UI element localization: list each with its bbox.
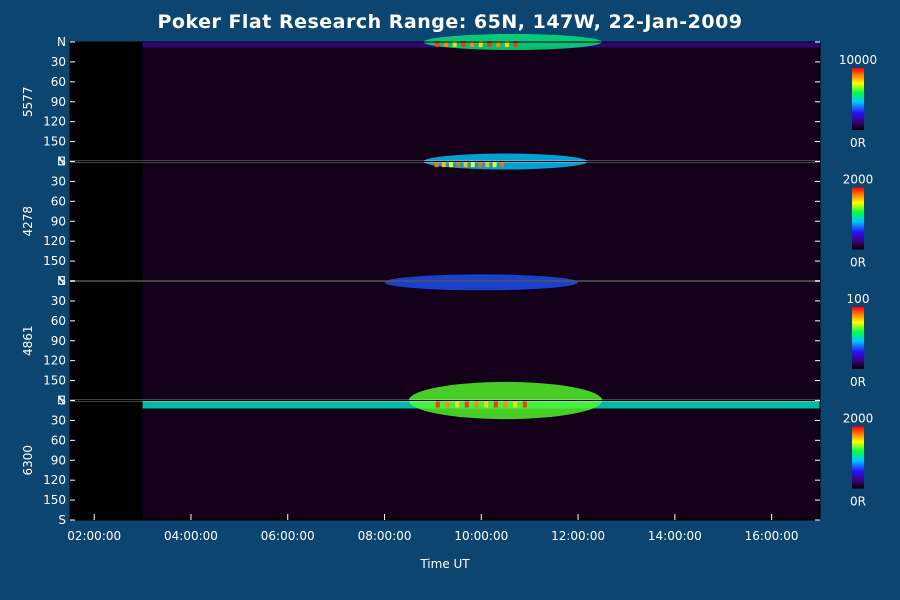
colorbar <box>852 187 864 250</box>
emission-spot <box>455 401 460 408</box>
y-tick-label: S <box>58 394 66 408</box>
emission-spot <box>484 401 489 408</box>
y-tick-label: 60 <box>51 433 66 447</box>
y-tick-label: 90 <box>51 214 66 228</box>
y-tick-label: 150 <box>43 135 66 149</box>
y-tick-label: 60 <box>51 75 66 89</box>
y-tick-label: 150 <box>43 493 66 507</box>
y-tick-label: 120 <box>43 473 66 487</box>
y-tick-label: 150 <box>43 254 66 268</box>
colorbar <box>852 68 864 130</box>
emission-spot <box>435 401 440 408</box>
y-tick-label: N <box>57 274 66 288</box>
emission-spot <box>461 40 466 47</box>
y-axis-label: 4861 <box>21 325 35 356</box>
panel-4861: N 30 60 90 120 150 S 4861 100 0R <box>21 274 869 408</box>
emission-spot <box>435 40 440 47</box>
y-axis-label: 5577 <box>21 86 35 117</box>
emission-spot <box>513 40 518 47</box>
x-tick-label: 10:00:00 <box>454 529 508 543</box>
x-tick-label: 12:00:00 <box>551 529 605 543</box>
emission-spot <box>496 40 501 47</box>
y-tick-label: S <box>58 274 66 288</box>
y-tick-label: 90 <box>51 453 66 467</box>
emission-spot <box>478 161 483 168</box>
data-area <box>142 42 821 162</box>
x-axis: 02:00:00 04:00:00 06:00:00 08:00:00 10:00:00… <box>67 514 799 543</box>
y-tick-label: N <box>57 35 66 49</box>
y-axis-label: 6300 <box>21 445 35 476</box>
colorbar-min-label: 0R <box>850 136 866 150</box>
colorbar-min-label: 0R <box>850 375 866 389</box>
y-tick-label: 60 <box>51 314 66 328</box>
y-tick-label: 30 <box>51 55 66 69</box>
emission-spot <box>474 401 479 408</box>
chart-title: Poker Flat Research Range: 65N, 147W, 22… <box>157 11 742 33</box>
y-tick-label: 90 <box>51 334 66 348</box>
y-tick-label: 90 <box>51 95 66 109</box>
emission-spot <box>470 40 475 47</box>
data-area <box>142 281 821 401</box>
emission-spot <box>441 161 446 168</box>
colorbar-max-label: 2000 <box>843 412 874 426</box>
x-tick-label: 14:00:00 <box>648 529 702 543</box>
emission-spot <box>470 161 475 168</box>
y-tick-label: 60 <box>51 194 66 208</box>
y-tick-label: 120 <box>43 115 66 129</box>
colorbar <box>852 426 864 489</box>
x-axis-label: Time UT <box>419 557 470 571</box>
emission-spot <box>504 40 509 47</box>
emission-spot <box>485 161 490 168</box>
y-tick-label: 30 <box>51 174 66 188</box>
emission-spot <box>493 401 498 408</box>
x-tick-label: 04:00:00 <box>164 529 218 543</box>
emission-spot <box>503 401 508 408</box>
x-tick-label: 16:00:00 <box>745 529 799 543</box>
colorbar-max-label: 100 <box>847 292 870 306</box>
colorbar <box>852 307 864 369</box>
colorbar-max-label: 2000 <box>843 173 874 187</box>
panel-6300: N 30 60 90 120 150 S 6300 2000 0R <box>21 381 874 527</box>
emission-spot <box>463 161 468 168</box>
data-area <box>142 400 821 520</box>
y-tick-label: 120 <box>43 234 66 248</box>
panel-5577: N 30 60 90 120 150 S 5577 10000 0R <box>21 34 877 169</box>
x-tick-label: 08:00:00 <box>358 529 412 543</box>
colorbar-min-label: 0R <box>850 495 866 509</box>
y-axis-label: 4278 <box>21 206 35 237</box>
x-tick-label: 06:00:00 <box>261 529 315 543</box>
emission-spot <box>478 40 483 47</box>
panels: N 30 60 90 120 150 S 5577 10000 0R N 30 60 90 120 150 S 4… <box>21 34 877 527</box>
y-tick-label: N <box>57 394 66 408</box>
emission-spot <box>445 401 450 408</box>
panel-4278: N 30 60 90 120 150 S 4278 2000 0R <box>21 153 874 288</box>
colorbar-min-label: 0R <box>850 256 866 270</box>
emission-spot <box>487 40 492 47</box>
colorbar-max-label: 10000 <box>839 53 877 67</box>
y-tick-label: S <box>58 513 66 527</box>
emission-spot <box>452 40 457 47</box>
y-tick-label: S <box>58 155 66 169</box>
emission-spot <box>513 401 518 408</box>
y-tick-label: 120 <box>43 354 66 368</box>
emission-spot <box>492 161 497 168</box>
y-tick-label: 30 <box>51 413 66 427</box>
emission-arc <box>384 274 579 291</box>
emission-spot <box>464 401 469 408</box>
emission-spot <box>434 161 439 168</box>
x-tick-label: 02:00:00 <box>67 529 121 543</box>
data-area <box>142 161 821 281</box>
y-tick-label: 150 <box>43 374 66 388</box>
emission-spot <box>449 161 454 168</box>
emission-spot <box>443 40 448 47</box>
y-tick-label: 30 <box>51 294 66 308</box>
emission-spot <box>499 161 504 168</box>
y-tick-label: N <box>57 155 66 169</box>
emission-spot <box>522 401 527 408</box>
emission-spot <box>456 161 461 168</box>
